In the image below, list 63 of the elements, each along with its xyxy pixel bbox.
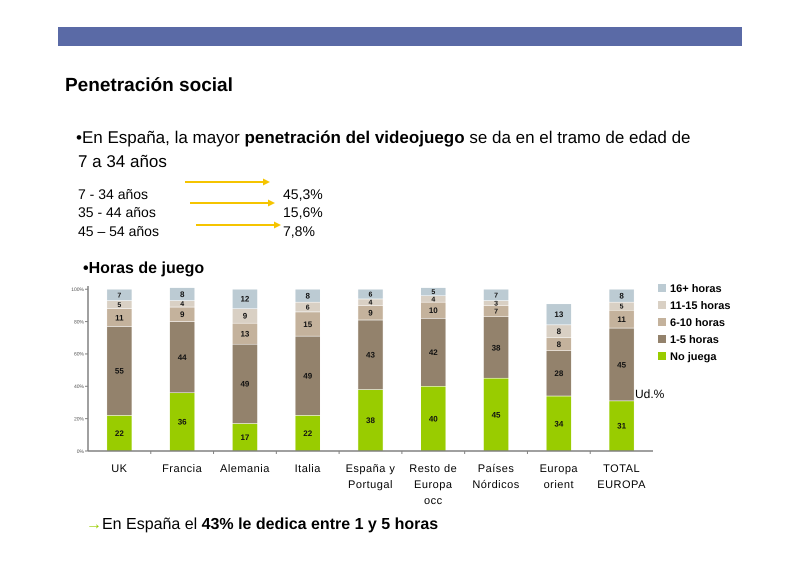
data-label: 55: [114, 366, 124, 376]
text: →: [86, 516, 102, 533]
legend-label: No juega: [670, 350, 718, 363]
data-label: 8: [556, 327, 562, 336]
text: 43% le dedica entre 1 y 5 horas: [202, 516, 438, 533]
data-label: 42: [428, 348, 438, 358]
data-label: 43: [366, 350, 376, 360]
chart-title: Penetración social: [65, 75, 233, 96]
text: 7,8%: [283, 223, 315, 239]
x-tick-label: TOTAL EUROPA: [597, 463, 646, 491]
x-tick-label: Europa orient: [540, 463, 578, 491]
x-tick-label: España y Portugal: [346, 463, 396, 491]
data-label: 13: [240, 330, 250, 339]
data-label: 22: [114, 429, 124, 438]
data-label: 8: [619, 292, 624, 301]
data-label: 38: [492, 343, 502, 352]
annotation: Ud.%: [635, 387, 665, 401]
data-label: 36: [178, 418, 188, 427]
x-tick-label: Resto de Europa occ: [409, 463, 458, 507]
x-tick-label: Alemania: [220, 463, 270, 475]
data-label: 9: [180, 310, 185, 320]
data-label: 34: [554, 419, 564, 428]
data-label: 9: [368, 308, 374, 318]
data-label: 38: [366, 416, 376, 426]
data-label: 31: [617, 422, 627, 431]
x-tick-label: Países Nórdicos: [472, 463, 520, 491]
chart-subtitle: •Horas de juego: [83, 260, 204, 277]
data-label: 11: [617, 314, 626, 324]
data-label: 45: [492, 410, 502, 420]
data-label: 40: [428, 414, 438, 424]
data-label: 8: [556, 340, 562, 350]
x-tick-label: Italia: [294, 463, 322, 475]
data-label: 17: [240, 433, 250, 442]
legend-label: 16+ horas: [670, 282, 722, 295]
text: se da en el tramo de edad de: [464, 128, 690, 147]
text: •En España, la mayor: [76, 128, 244, 147]
legend-label: 6-10 horas: [670, 316, 726, 329]
text: 35 - 44 años: [78, 204, 156, 220]
text: En España el: [102, 516, 202, 533]
data-label: 49: [303, 372, 313, 381]
text: penetración del videojuego: [244, 128, 465, 147]
data-label: 9: [242, 312, 248, 321]
legend-label: 1-5 horas: [670, 334, 719, 346]
data-label: 22: [303, 429, 313, 438]
x-tick-label: Francia: [162, 463, 203, 475]
x-tick-label: UK: [111, 463, 128, 475]
data-label: 45: [617, 360, 627, 370]
data-label: 49: [240, 380, 250, 389]
text: 7 - 34 años: [78, 186, 148, 202]
text: 15,6%: [283, 204, 323, 220]
data-label: 8: [305, 292, 310, 301]
data-label: 13: [554, 310, 564, 320]
text: 45 – 54 años: [78, 223, 159, 239]
text: 45,3%: [283, 186, 323, 202]
data-label: 12: [240, 294, 250, 304]
data-label: 11: [115, 313, 124, 322]
data-label: 44: [178, 352, 188, 362]
text: 7 a 34 años: [78, 152, 167, 171]
data-label: 28: [554, 369, 564, 378]
data-label: 15: [303, 320, 313, 329]
legend-label: 11-15 horas: [670, 300, 731, 312]
data-label: 10: [428, 306, 438, 316]
data-label: 8: [180, 290, 185, 299]
